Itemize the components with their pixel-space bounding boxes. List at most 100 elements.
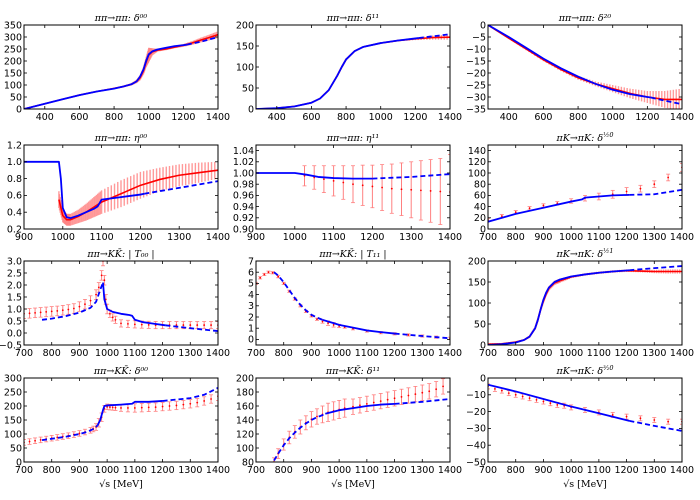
x-tick-label: 800 bbox=[275, 465, 293, 476]
data-point bbox=[140, 323, 143, 326]
x-tick-label: 1400 bbox=[206, 112, 230, 123]
x-tick-label: 1100 bbox=[587, 465, 611, 476]
data-point bbox=[332, 179, 335, 182]
x-tick-label: 1000 bbox=[95, 465, 119, 476]
data-point bbox=[114, 318, 117, 321]
y-tick-label: 250 bbox=[4, 44, 22, 55]
chart-panel: 400 600 800 1000 1200 1400 0501001502002503003… bbox=[4, 13, 230, 123]
data-point bbox=[542, 204, 545, 207]
fit-dashed-line bbox=[273, 412, 326, 462]
data-point bbox=[95, 293, 97, 296]
x-tick-label: 700 bbox=[15, 348, 33, 359]
chart-title: ππ→ππ: δ²⁰ bbox=[558, 13, 612, 24]
fit-dashed-line bbox=[372, 173, 450, 180]
data-point bbox=[372, 401, 375, 404]
x-axis-label: √s [MeV] bbox=[99, 479, 143, 490]
data-point bbox=[277, 275, 280, 278]
data-point bbox=[133, 407, 136, 409]
fit-dashed-line bbox=[394, 398, 450, 405]
data-point bbox=[365, 403, 368, 405]
data-point bbox=[421, 391, 424, 394]
x-tick-label: 1200 bbox=[150, 465, 174, 476]
fit-dashed-line bbox=[273, 271, 323, 321]
y-tick-label: 140 bbox=[468, 146, 486, 157]
y-tick-label: 350 bbox=[4, 20, 22, 31]
data-point bbox=[28, 312, 31, 315]
data-point bbox=[556, 403, 559, 406]
y-tick-label: 0.6 bbox=[7, 191, 22, 202]
chart-panel: 900 1000 1100 1200 1300 1400 0.900.920.940.960… bbox=[233, 133, 462, 243]
x-tick-label: 1300 bbox=[642, 465, 666, 476]
x-tick-label: 1000 bbox=[95, 348, 119, 359]
x-tick-label: 800 bbox=[507, 348, 525, 359]
y-tick-label: 1.5 bbox=[7, 292, 22, 303]
y-tick-label: 0 bbox=[480, 373, 486, 384]
data-point bbox=[420, 189, 422, 192]
x-tick-label: 1200 bbox=[614, 232, 638, 243]
plot-area bbox=[24, 261, 218, 332]
data-point bbox=[147, 406, 150, 409]
data-point bbox=[175, 404, 178, 407]
y-tick-label: 300 bbox=[4, 32, 22, 43]
y-tick-label: −10 bbox=[466, 44, 486, 55]
axes-frame bbox=[255, 377, 451, 463]
data-point bbox=[390, 187, 393, 190]
data-point bbox=[127, 322, 129, 325]
data-point bbox=[359, 404, 361, 407]
y-tick-label: −30 bbox=[466, 424, 486, 435]
y-tick-label: 200 bbox=[468, 256, 486, 267]
chart-title: ππ→KK̄: | T₁₁ | bbox=[318, 248, 386, 260]
y-tick-label: 6 bbox=[248, 268, 254, 279]
plot-area bbox=[256, 270, 450, 340]
data-point bbox=[109, 312, 111, 315]
y-tick-label: −20 bbox=[466, 68, 486, 79]
fit-dashed-line bbox=[162, 386, 218, 402]
data-point bbox=[507, 392, 510, 395]
data-point bbox=[182, 403, 185, 406]
data-point bbox=[381, 186, 383, 189]
data-point bbox=[414, 393, 417, 395]
y-tick-label: 0.5 bbox=[7, 316, 22, 327]
data-point bbox=[111, 316, 114, 319]
x-tick-label: 900 bbox=[534, 232, 552, 243]
plot-area bbox=[488, 383, 682, 432]
y-tick-label: 200 bbox=[4, 56, 22, 67]
y-tick-label: −30 bbox=[466, 92, 486, 103]
data-point bbox=[429, 190, 432, 192]
axes-frame bbox=[255, 260, 451, 346]
plot-area bbox=[24, 31, 218, 109]
y-tick-label: 300 bbox=[4, 373, 22, 384]
data-point bbox=[84, 303, 86, 306]
y-tick-label: −25 bbox=[466, 80, 486, 91]
data-point bbox=[410, 188, 413, 191]
y-tick-label: 1.2 bbox=[7, 140, 22, 151]
y-tick-label: 50 bbox=[474, 319, 486, 330]
chart-panel: 400 600 800 1000 1200 1400 0 50 100 150 200 ππ→ππ: … bbox=[236, 13, 462, 123]
data-point bbox=[61, 309, 64, 312]
x-tick-label: 1100 bbox=[355, 348, 379, 359]
y-tick-label: 100 bbox=[468, 298, 486, 309]
axes-frame bbox=[487, 377, 683, 463]
data-point bbox=[189, 324, 192, 326]
x-tick-label: 1400 bbox=[206, 465, 230, 476]
data-point bbox=[175, 324, 178, 326]
fit-dashed-line bbox=[144, 180, 218, 195]
y-tick-label: 1.04 bbox=[233, 146, 254, 157]
fit-solid-line bbox=[96, 400, 163, 426]
chart-panel: 400 600 800 1000 1200 1400 0−5−10−15−20−25−30−… bbox=[466, 13, 694, 123]
data-point bbox=[111, 406, 114, 409]
x-tick-label: 1300 bbox=[167, 232, 191, 243]
x-tick-label: 700 bbox=[479, 465, 497, 476]
plot-area bbox=[256, 154, 450, 229]
fit-solid-line bbox=[488, 269, 630, 345]
x-tick-label: 700 bbox=[15, 465, 33, 476]
chart-title: ππ→KK̄: δ¹¹ bbox=[325, 365, 380, 377]
data-point bbox=[435, 388, 438, 391]
y-tick-label: 7 bbox=[248, 256, 254, 267]
chart-title: ππ→KK̄: δ⁰⁰ bbox=[93, 365, 148, 377]
fit-dashed-line bbox=[41, 282, 104, 321]
data-point bbox=[210, 398, 212, 400]
y-tick-label: 0.92 bbox=[233, 213, 254, 224]
axes-frame bbox=[23, 24, 219, 110]
